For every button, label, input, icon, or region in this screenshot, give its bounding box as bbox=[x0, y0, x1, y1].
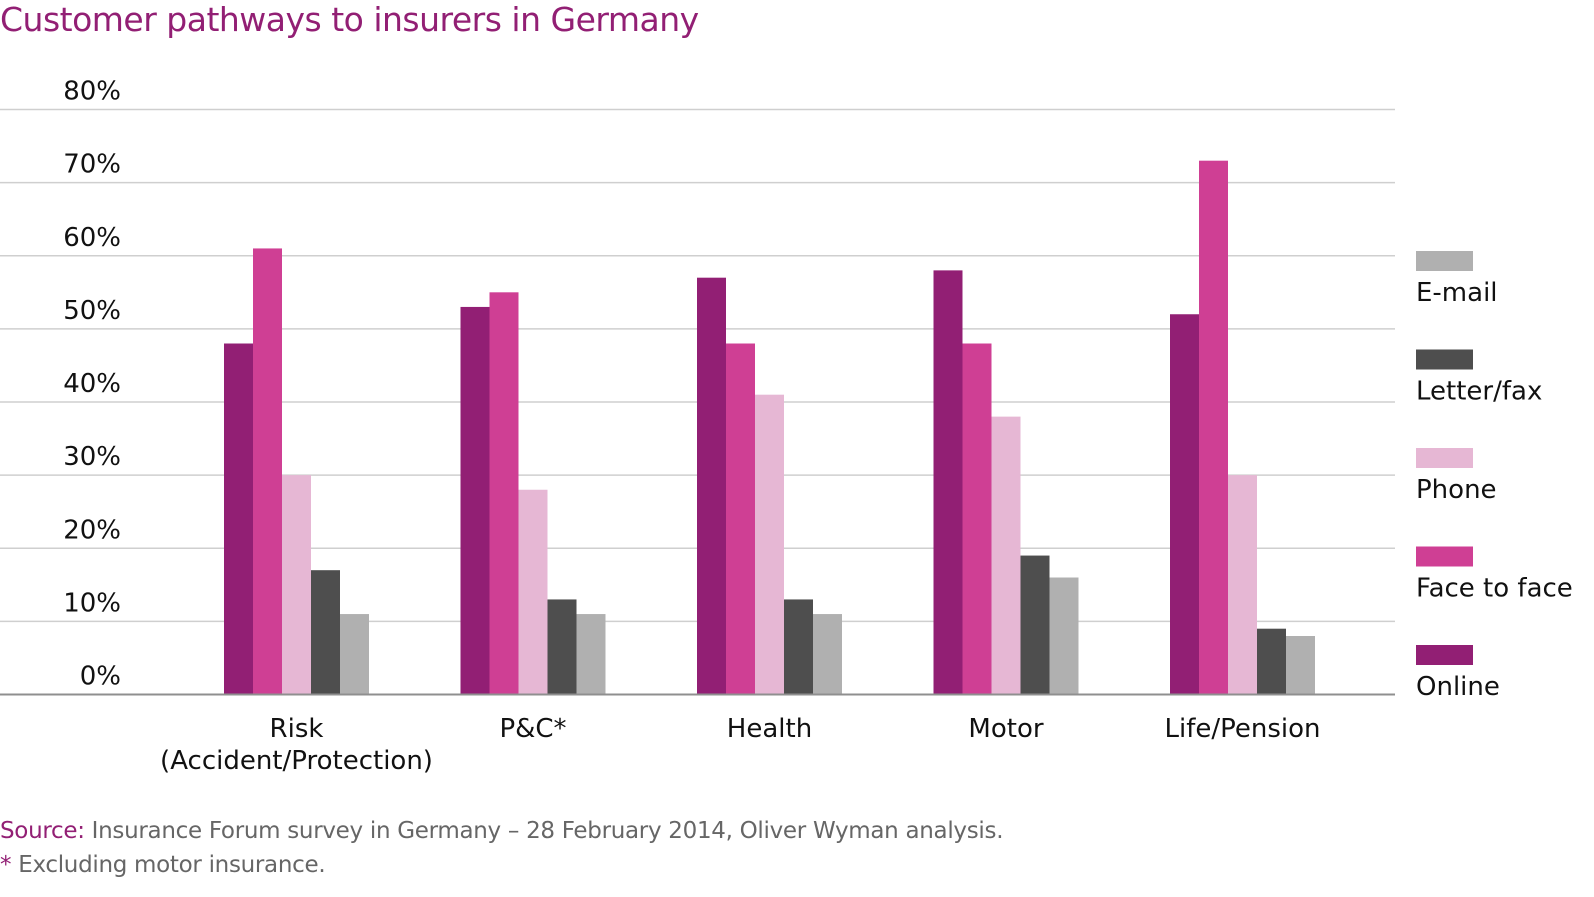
legend-label: Phone bbox=[1416, 475, 1497, 505]
legend-item: Phone bbox=[1416, 448, 1497, 505]
source-label: Source: bbox=[0, 818, 85, 844]
bar-letter-fax bbox=[1257, 628, 1286, 695]
chart-title: Customer pathways to insurers in Germany bbox=[0, 0, 699, 39]
y-tick-label: 60% bbox=[63, 223, 121, 253]
source-text: Insurance Forum survey in Germany – 28 F… bbox=[84, 818, 1004, 844]
x-tick-label: Health bbox=[727, 714, 812, 744]
legend-swatch bbox=[1416, 349, 1473, 370]
bar-phone bbox=[518, 489, 548, 695]
bar-group bbox=[460, 292, 606, 695]
x-tick-label: Life/Pension bbox=[1165, 714, 1321, 744]
y-tick-label: 40% bbox=[63, 369, 121, 399]
bar-e-mail bbox=[340, 614, 369, 695]
bar-face-to-face bbox=[1199, 160, 1228, 695]
legend: E-mail Letter/fax Phone Face to face Online bbox=[1416, 251, 1573, 702]
legend-label: Letter/fax bbox=[1416, 377, 1542, 407]
bar-letter-fax bbox=[1020, 555, 1050, 695]
bar-group bbox=[224, 248, 369, 695]
y-tick-label: 20% bbox=[63, 515, 121, 545]
bar-group bbox=[933, 270, 1079, 695]
bar-letter-fax bbox=[547, 599, 577, 695]
bar-phone bbox=[282, 475, 311, 695]
footnote: * Excluding motor insurance. bbox=[0, 852, 326, 878]
bar-phone bbox=[755, 394, 784, 695]
x-axis-ticks: Risk(Accident/Protection) P&C* Health Motor… bbox=[160, 714, 1320, 776]
legend-swatch bbox=[1416, 546, 1473, 567]
bar-phone bbox=[991, 416, 1021, 695]
y-tick-label: 30% bbox=[63, 442, 121, 472]
legend-swatch bbox=[1416, 645, 1473, 665]
y-axis-ticks: 0% 10% 20% 30% 40% 50% 60% 70% 80% bbox=[63, 77, 121, 692]
bar-e-mail bbox=[1286, 636, 1315, 695]
bars bbox=[224, 160, 1315, 695]
x-tick-label: Motor bbox=[968, 714, 1043, 744]
bar-letter-fax bbox=[311, 570, 340, 695]
y-tick-label: 70% bbox=[63, 150, 121, 180]
legend-item: Letter/fax bbox=[1416, 349, 1542, 407]
legend-swatch bbox=[1416, 251, 1473, 271]
bar-face-to-face bbox=[726, 343, 755, 695]
bar-online bbox=[460, 306, 490, 695]
legend-item: Online bbox=[1416, 645, 1500, 702]
x-tick-label: Risk bbox=[270, 714, 324, 744]
legend-item: E-mail bbox=[1416, 251, 1498, 308]
legend-label: E-mail bbox=[1416, 278, 1498, 308]
footnote-text: Excluding motor insurance. bbox=[11, 852, 326, 878]
bar-e-mail bbox=[813, 614, 842, 695]
bar-face-to-face bbox=[489, 292, 519, 695]
source-note: Source: Insurance Forum survey in German… bbox=[0, 818, 1004, 844]
footnote-marker: * bbox=[0, 852, 12, 878]
y-tick-label: 0% bbox=[80, 662, 121, 692]
bar-phone bbox=[1228, 475, 1257, 695]
legend-swatch bbox=[1416, 448, 1473, 468]
legend-label: Online bbox=[1416, 672, 1500, 702]
bar-group bbox=[1170, 160, 1315, 695]
y-tick-label: 50% bbox=[63, 296, 121, 326]
bar-face-to-face bbox=[962, 343, 992, 695]
bar-online bbox=[697, 277, 726, 695]
bar-online bbox=[224, 343, 253, 695]
bar-online bbox=[933, 270, 963, 695]
y-tick-label: 10% bbox=[63, 588, 121, 618]
x-tick-label: (Accident/Protection) bbox=[160, 746, 433, 776]
y-tick-label: 80% bbox=[63, 77, 121, 107]
bar-e-mail bbox=[1049, 577, 1079, 695]
bar-group bbox=[697, 277, 842, 695]
legend-item: Face to face bbox=[1416, 546, 1573, 604]
legend-label: Face to face bbox=[1416, 574, 1573, 604]
x-tick-label: P&C* bbox=[499, 714, 566, 744]
bar-e-mail bbox=[576, 614, 606, 695]
bar-face-to-face bbox=[253, 248, 282, 695]
bar-online bbox=[1170, 314, 1199, 695]
bar-letter-fax bbox=[784, 599, 813, 695]
